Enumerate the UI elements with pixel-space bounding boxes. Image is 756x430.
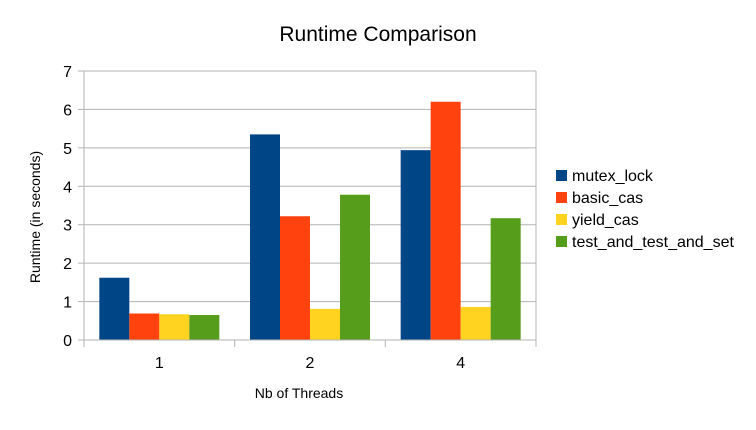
y-tick-label: 0 (63, 333, 72, 350)
legend-label-yield_cas: yield_cas (572, 212, 639, 229)
bar-test_and_test_and_set-4 (490, 218, 521, 340)
bar-yield_cas-1 (159, 314, 190, 340)
y-tick-label: 3 (63, 218, 72, 235)
bar-yield_cas-2 (310, 308, 340, 340)
x-tick-label: 2 (306, 355, 315, 372)
y-axis-title: Runtime (in seconds) (27, 151, 43, 283)
y-tick-label: 6 (63, 102, 72, 119)
bar-mutex_lock-1 (99, 277, 130, 340)
x-axis-title: Nb of Threads (255, 385, 343, 401)
bar-mutex_lock-2 (250, 134, 280, 340)
legend-label-basic_cas: basic_cas (572, 190, 643, 207)
legend-label-test_and_test_and_set: test_and_test_and_set (572, 234, 734, 251)
chart-title: Runtime Comparison (279, 23, 476, 46)
x-tick-label: 4 (456, 355, 465, 372)
bar-mutex_lock-4 (400, 150, 431, 340)
y-tick-label: 5 (63, 141, 72, 158)
y-tick-label: 7 (63, 64, 72, 81)
legend-swatch-test_and_test_and_set (556, 236, 567, 247)
bars (99, 101, 521, 340)
x-tick-label: 1 (155, 355, 164, 372)
bar-basic_cas-2 (280, 216, 310, 340)
bar-basic_cas-4 (430, 101, 461, 340)
bar-test_and_test_and_set-2 (340, 194, 370, 340)
legend-label-mutex_lock: mutex_lock (572, 168, 654, 185)
legend-swatch-mutex_lock (556, 170, 567, 181)
axes: 0 1 2 3 4 5 6 7 1 2 4 (63, 64, 537, 372)
y-tick-label: 1 (63, 295, 72, 312)
y-tick-label: 4 (63, 179, 72, 196)
y-tick-label: 2 (63, 256, 72, 273)
legend-swatch-basic_cas (556, 192, 567, 203)
bar-yield_cas-4 (460, 306, 491, 340)
bar-basic_cas-1 (129, 313, 160, 340)
bar-test_and_test_and_set-1 (189, 315, 220, 340)
legend-swatch-yield_cas (556, 214, 567, 225)
legend: mutex_lock basic_cas yield_cas test_and_tes… (556, 168, 734, 251)
